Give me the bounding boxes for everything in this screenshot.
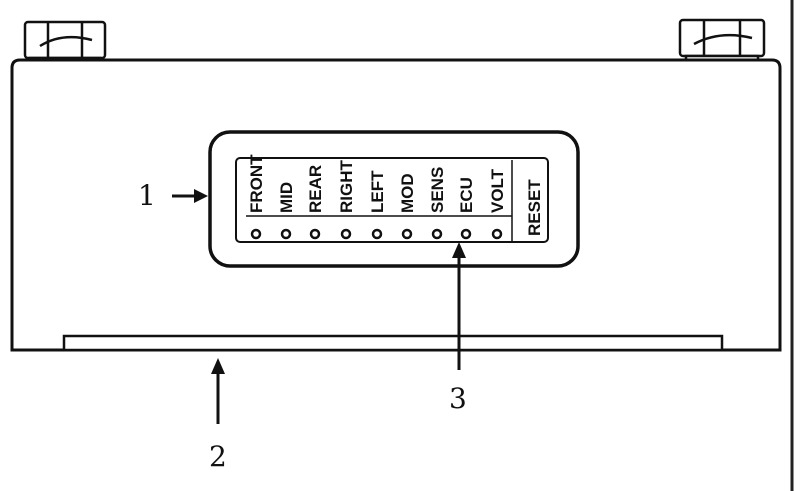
code-label-ecu: ECU xyxy=(457,177,476,213)
led-indicator xyxy=(371,228,383,240)
led-indicator-row xyxy=(250,228,503,240)
led-indicator xyxy=(250,228,262,240)
led-indicator xyxy=(280,228,292,240)
code-label-rear: REAR xyxy=(306,165,325,213)
callout-label-2: 2 xyxy=(209,440,227,473)
code-label-sens: SENS xyxy=(428,167,447,213)
code-label-mid: MID xyxy=(277,182,296,213)
callout-arrow-3 xyxy=(452,242,466,370)
callout-arrow-1 xyxy=(172,189,208,203)
led-indicator xyxy=(401,228,413,240)
code-label-mod: MOD xyxy=(398,173,417,213)
code-label-volt: VOLT xyxy=(488,168,507,213)
mounting-flange xyxy=(62,334,724,352)
callout-label-3: 3 xyxy=(449,382,467,415)
led-indicator xyxy=(309,228,321,240)
led-indicator xyxy=(491,228,503,240)
callout-arrow-2 xyxy=(211,358,225,424)
code-label-front: FRONT xyxy=(247,154,266,213)
led-indicator xyxy=(460,228,472,240)
code-label-group: FRONT MID REAR RIGHT LEFT MOD SENS ECU V… xyxy=(247,154,544,236)
callout-label-1: 1 xyxy=(138,179,156,212)
right-bolt xyxy=(678,18,766,66)
code-label-left: LEFT xyxy=(368,170,387,213)
diagnostic-window-inner xyxy=(235,157,549,243)
reset-label: RESET xyxy=(525,179,544,236)
led-indicator xyxy=(340,228,352,240)
code-label-right: RIGHT xyxy=(337,160,356,214)
led-indicator xyxy=(431,228,443,240)
